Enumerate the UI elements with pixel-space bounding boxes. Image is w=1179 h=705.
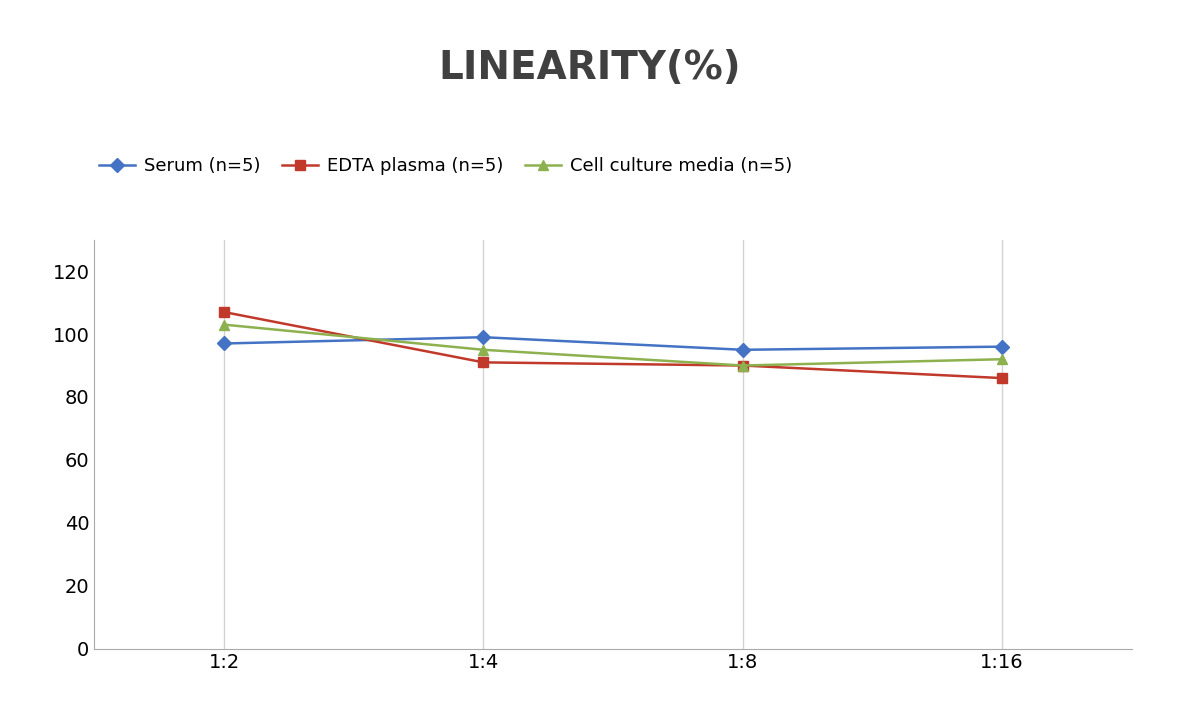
Serum (n=5) (476, 333, 490, 341)
EDTA plasma (n=5) (736, 361, 750, 369)
EDTA plasma (n=5) (217, 308, 231, 317)
Cell culture media (n=5) (476, 345, 490, 354)
Serum (n=5) (217, 339, 231, 348)
Line: EDTA plasma (n=5): EDTA plasma (n=5) (219, 307, 1007, 383)
Cell culture media (n=5) (736, 361, 750, 369)
Cell culture media (n=5) (217, 320, 231, 329)
Cell culture media (n=5) (995, 355, 1009, 364)
Serum (n=5) (736, 345, 750, 354)
EDTA plasma (n=5) (995, 374, 1009, 382)
Serum (n=5) (995, 343, 1009, 351)
EDTA plasma (n=5) (476, 358, 490, 367)
Text: LINEARITY(%): LINEARITY(%) (439, 49, 740, 87)
Line: Serum (n=5): Serum (n=5) (219, 332, 1007, 355)
Line: Cell culture media (n=5): Cell culture media (n=5) (219, 320, 1007, 370)
Legend: Serum (n=5), EDTA plasma (n=5), Cell culture media (n=5): Serum (n=5), EDTA plasma (n=5), Cell cul… (92, 150, 799, 183)
